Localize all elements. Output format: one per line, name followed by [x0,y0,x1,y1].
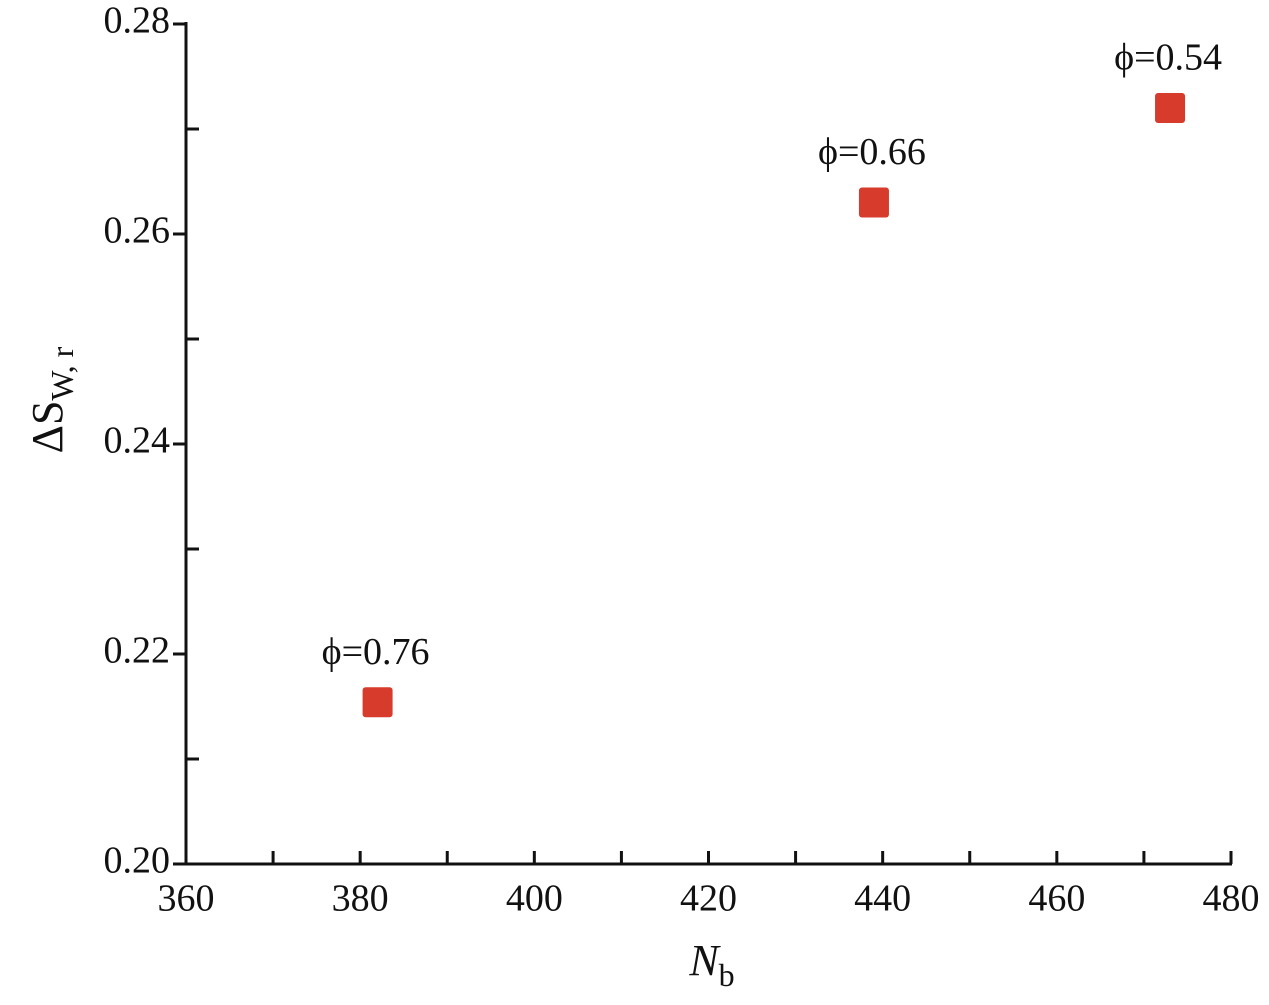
point-label: ϕ=0.76 [322,631,430,673]
x-tick-label: 440 [854,878,911,920]
y-tick-label: 0.20 [104,840,171,882]
y-tick-label: 0.26 [104,210,171,252]
x-tick-label: 460 [1028,878,1085,920]
y-tick-label: 0.22 [104,630,171,672]
y-axis-label: ΔSW, r [23,346,80,453]
x-tick-label: 400 [506,878,563,920]
y-label-main: ΔS [23,401,72,454]
y-label-sub: W, r [44,346,80,400]
y-tick-label: 0.28 [104,0,171,42]
x-label-main: N [688,936,721,985]
point [1155,93,1186,123]
point-label: ϕ=0.54 [1114,37,1222,79]
x-tick-label: 380 [332,878,389,920]
x-tick-label: 480 [1203,878,1260,920]
y-tick-label: 0.24 [104,420,171,462]
point [858,187,889,218]
x-label-sub: b [719,957,735,993]
x-axis-label: Nb [688,936,734,993]
point-label: ϕ=0.66 [818,131,926,173]
x-tick-label: 360 [158,878,215,920]
x-tick-label: 420 [680,878,737,920]
point [362,687,393,718]
